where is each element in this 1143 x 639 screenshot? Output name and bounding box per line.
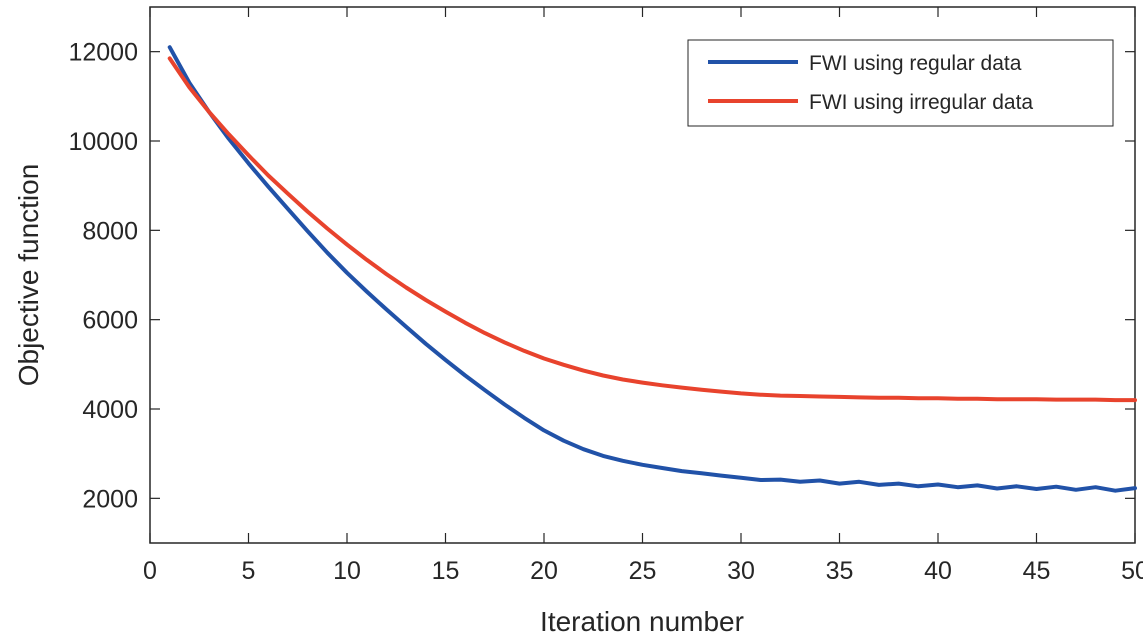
y-axis-title: Objective function [13,164,44,387]
x-tick-label: 15 [432,557,460,585]
legend-box [687,39,1114,127]
y-tick-label: 6000 [82,307,138,335]
x-tick-label: 0 [143,557,157,585]
x-tick-label: 40 [924,557,952,585]
x-tick-label: 30 [727,557,755,585]
y-tick-label: 4000 [82,396,138,424]
x-tick-label: 35 [826,557,854,585]
x-tick-label: 5 [242,557,256,585]
x-tick-label: 25 [629,557,657,585]
x-axis: 0 5 10 15 20 25 30 35 40 45 50 [143,7,1143,585]
x-tick-label: 20 [530,557,558,585]
y-tick-label: 12000 [68,39,138,67]
y-axis: 2000 4000 6000 8000 10000 12000 [68,39,1135,513]
x-tick-label: 10 [333,557,361,585]
y-tick-label: 10000 [68,128,138,156]
legend-label-regular: FWI using regular data [809,52,1022,75]
series-line-regular [167,45,1137,493]
x-tick-label: 50 [1121,557,1143,585]
x-axis-title: Iteration number [540,606,744,637]
series-lines [167,45,1137,493]
x-tick-label: 45 [1023,557,1051,585]
legend: FWI using regular data FWI using irregul… [687,39,1114,127]
y-tick-label: 2000 [82,485,138,513]
legend-label-irregular: FWI using irregular data [809,91,1033,114]
series-line-irregular [167,56,1137,403]
y-tick-label: 8000 [82,217,138,245]
